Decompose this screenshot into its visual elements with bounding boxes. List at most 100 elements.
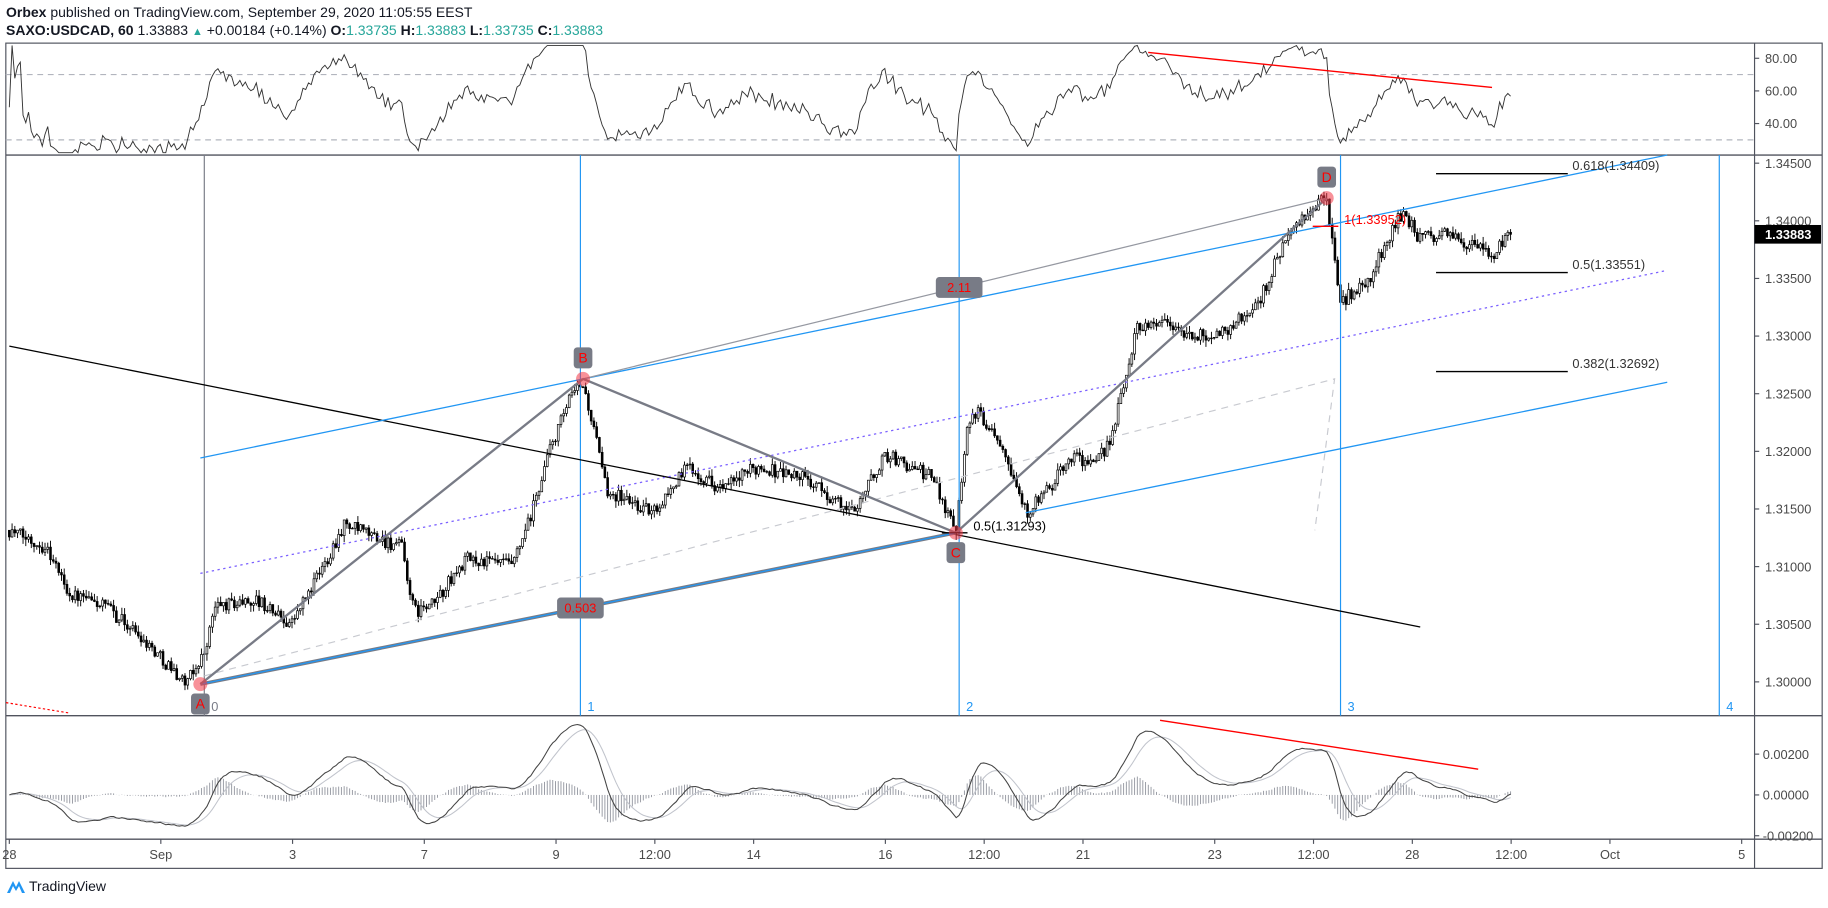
candle [889, 458, 892, 463]
pattern-point-marker[interactable] [576, 371, 591, 386]
candle [213, 606, 217, 617]
time-axis-label: 12:00 [968, 847, 1000, 862]
pattern-point-label: A [196, 696, 206, 712]
current-price-box [1754, 224, 1822, 244]
pattern-point-marker[interactable] [948, 525, 963, 540]
rsi-divergence-line[interactable] [1148, 51, 1493, 89]
open-label: O: [330, 22, 347, 38]
time-axis-label: 12:00 [639, 847, 671, 862]
pattern-point-marker[interactable] [1319, 191, 1334, 206]
candle [1487, 248, 1490, 257]
candle [469, 552, 472, 561]
candle [823, 490, 826, 493]
candle [743, 469, 747, 472]
symbol-label[interactable]: SAXO:USDCAD, 60 [6, 22, 134, 38]
candle [408, 580, 412, 595]
candle [1075, 452, 1079, 455]
price-axis-label: 1.34500 [1765, 156, 1811, 171]
candle [447, 576, 450, 591]
fib-mark-label: 0.5(1.31293) [973, 519, 1046, 534]
candle [746, 471, 749, 474]
candle [211, 615, 214, 628]
candle [219, 601, 222, 607]
candle [540, 480, 544, 493]
price-axis-label: 1.31500 [1765, 502, 1811, 517]
candle [1286, 234, 1290, 241]
channel-middle-line[interactable] [200, 269, 1668, 575]
macd-divergence-line[interactable] [1159, 719, 1479, 770]
candle [1201, 329, 1205, 337]
candle [853, 506, 856, 512]
trendline[interactable] [9, 345, 1421, 628]
ratio-label: 0.503 [564, 601, 596, 616]
candle [367, 527, 371, 536]
current-price-label: 1.33883 [1765, 227, 1811, 242]
channel-upper-line[interactable] [200, 154, 1668, 459]
candle [323, 561, 327, 567]
candle [189, 670, 192, 680]
candle [419, 605, 423, 617]
candle [713, 485, 716, 492]
candle [1344, 296, 1348, 305]
candle [814, 482, 818, 488]
candle [329, 557, 332, 565]
candle [389, 537, 393, 550]
candle [905, 462, 909, 472]
candle [1503, 235, 1507, 247]
candle [235, 604, 239, 609]
candle [1163, 319, 1167, 321]
candle [208, 626, 211, 647]
dashed-projection-line[interactable] [204, 378, 1336, 677]
pattern-leg-ab[interactable] [199, 377, 584, 686]
pattern-leg-bc[interactable] [582, 377, 957, 534]
candle [326, 561, 329, 565]
candle [1273, 258, 1276, 277]
candle [266, 610, 269, 612]
pattern-leg-cd[interactable] [955, 197, 1328, 534]
candle [1366, 277, 1370, 288]
candle [963, 453, 966, 483]
rsi-axis-label: 80.00 [1765, 51, 1797, 66]
candle [82, 593, 85, 597]
channel-lower-line[interactable] [1025, 381, 1668, 514]
candle [729, 477, 733, 485]
time-axis-label: 14 [747, 847, 761, 862]
candle [1459, 238, 1463, 243]
candle [109, 603, 113, 606]
candle [916, 468, 920, 471]
candle [334, 543, 338, 548]
candle [828, 499, 832, 504]
drawings[interactable]: 0 1 2 3 4 0.618(1.34409) 0.5(1.33551) 0.382(1.3… [5, 154, 1733, 716]
candle [277, 610, 280, 616]
time-axis-label: 16 [878, 847, 892, 862]
tradingview-logo[interactable]: TradingView [6, 878, 106, 894]
candle [356, 522, 360, 532]
candle [1078, 452, 1081, 456]
candle [919, 464, 922, 470]
candle [998, 439, 1002, 447]
candle [438, 589, 442, 598]
candle [1221, 326, 1224, 336]
candle [101, 599, 104, 607]
candle [570, 391, 574, 396]
candle [1177, 326, 1180, 329]
red-dotted-line[interactable] [5, 702, 71, 714]
price-axis-label: 1.31000 [1765, 559, 1811, 574]
pattern-point-marker[interactable] [193, 677, 208, 692]
axes: 1.34500 1.34000 1.33500 1.33000 1.32500 1.320… [2, 51, 1822, 862]
candle [1410, 219, 1414, 228]
candle [1133, 333, 1136, 355]
candle [430, 598, 434, 605]
candle [1352, 291, 1356, 300]
candle [1094, 460, 1098, 463]
candle [529, 517, 533, 522]
candle [441, 589, 445, 597]
candle [1383, 245, 1386, 258]
candle [1429, 231, 1433, 237]
candle [913, 466, 917, 470]
cycle-line-label: 2 [966, 699, 973, 714]
candle [241, 599, 244, 605]
candle [628, 496, 631, 504]
candle [1127, 363, 1131, 376]
